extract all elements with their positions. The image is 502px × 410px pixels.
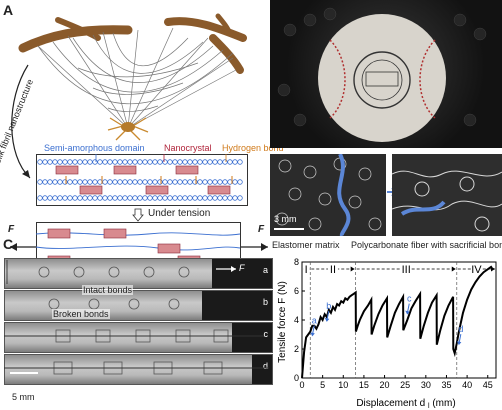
- elastomer-svg: [274, 154, 382, 236]
- marker-arrowhead: [405, 310, 410, 315]
- x-tick-label: 40: [462, 380, 472, 390]
- x-tick-label: 0: [299, 380, 304, 390]
- force-series-line: [301, 265, 493, 379]
- marker-arrowhead: [324, 317, 330, 322]
- strip-tag-b: b: [262, 297, 268, 307]
- force-arrow-label: F: [239, 263, 245, 273]
- region-label-bg: [303, 263, 310, 274]
- down-arrow-icon: [132, 208, 144, 222]
- elastomer-photo: [270, 154, 386, 236]
- force-right-label: F: [258, 224, 265, 235]
- panel-a-letter: A: [3, 2, 14, 18]
- strip-d: d: [4, 354, 273, 385]
- region-label: III: [402, 264, 411, 276]
- panel-c-letter: C: [3, 236, 14, 252]
- x-tick-label: 25: [400, 380, 410, 390]
- fiber-svg: [392, 170, 502, 232]
- marker-label: c: [407, 294, 412, 304]
- region-label-bg: [471, 263, 482, 274]
- region-label-bg: [401, 263, 412, 274]
- scale-bar-c: 5 mm: [12, 392, 35, 402]
- nanocrystal-label: Nanocrystal: [164, 143, 212, 153]
- region-label: II: [330, 264, 336, 276]
- caption-right-b: Polycarbonate fiber with sacrificial bon…: [351, 240, 502, 250]
- tension-label: Under tension: [148, 208, 211, 219]
- marker-arrowhead: [310, 332, 315, 337]
- marker-label: a: [312, 315, 317, 325]
- y-tick-label: 4: [294, 315, 299, 325]
- marker-label: b: [326, 301, 331, 311]
- x-tick-label: 5: [320, 380, 325, 390]
- region-arrowhead: [491, 266, 495, 272]
- marker-label: d: [458, 324, 463, 334]
- x-tick-label: 35: [441, 380, 451, 390]
- chart-frame: [301, 261, 497, 379]
- strip-tag-a: a: [262, 265, 268, 275]
- baseball-svg: [277, 7, 487, 142]
- fiber-photo: [392, 154, 502, 236]
- amorphous-label: Semi-amorphous domain: [44, 143, 145, 153]
- scale-bar-b: 3 mm: [274, 214, 297, 224]
- x-axis-label-subscript: l: [428, 403, 430, 410]
- silk-web-illustration: [18, 8, 248, 158]
- x-tick-label: 10: [338, 380, 348, 390]
- x-axis-label: Displacement d l (mm): [356, 398, 455, 410]
- region-label: IV: [471, 264, 482, 276]
- x-tick-label: 15: [359, 380, 369, 390]
- y-axis-label: Tensile force F (N): [277, 281, 288, 363]
- region-label: I: [305, 264, 308, 276]
- region-label-bg: [327, 263, 338, 274]
- x-axis-label-unit: (mm): [430, 398, 456, 409]
- y-tick-label: 2: [294, 344, 299, 354]
- curved-arrow: [11, 64, 31, 179]
- x-tick-label: 20: [380, 380, 390, 390]
- x-tick-label: 45: [483, 380, 493, 390]
- broken-bonds-label: Broken bonds: [52, 309, 110, 319]
- web-svg: [18, 13, 247, 141]
- caption-left-b: Elastomer matrix: [272, 240, 340, 250]
- region-arrowhead: [350, 266, 355, 272]
- hbond-label: Hydrogen bond: [222, 143, 284, 153]
- strip-details: [4, 260, 269, 375]
- baseball-photo: [270, 0, 502, 148]
- y-tick-label: 0: [294, 373, 299, 383]
- marker-arrowhead: [456, 341, 462, 346]
- region-arrowhead: [451, 266, 456, 272]
- nanostructure-diagram: [36, 154, 248, 206]
- intact-bonds-label: Intact bonds: [82, 285, 134, 295]
- y-tick-label: 8: [294, 257, 299, 267]
- force-left-label: F: [8, 224, 15, 235]
- strip-tag-d: d: [262, 361, 268, 371]
- y-tick-label: 6: [294, 286, 299, 296]
- x-tick-label: 30: [421, 380, 431, 390]
- strip-tag-c: c: [263, 329, 269, 339]
